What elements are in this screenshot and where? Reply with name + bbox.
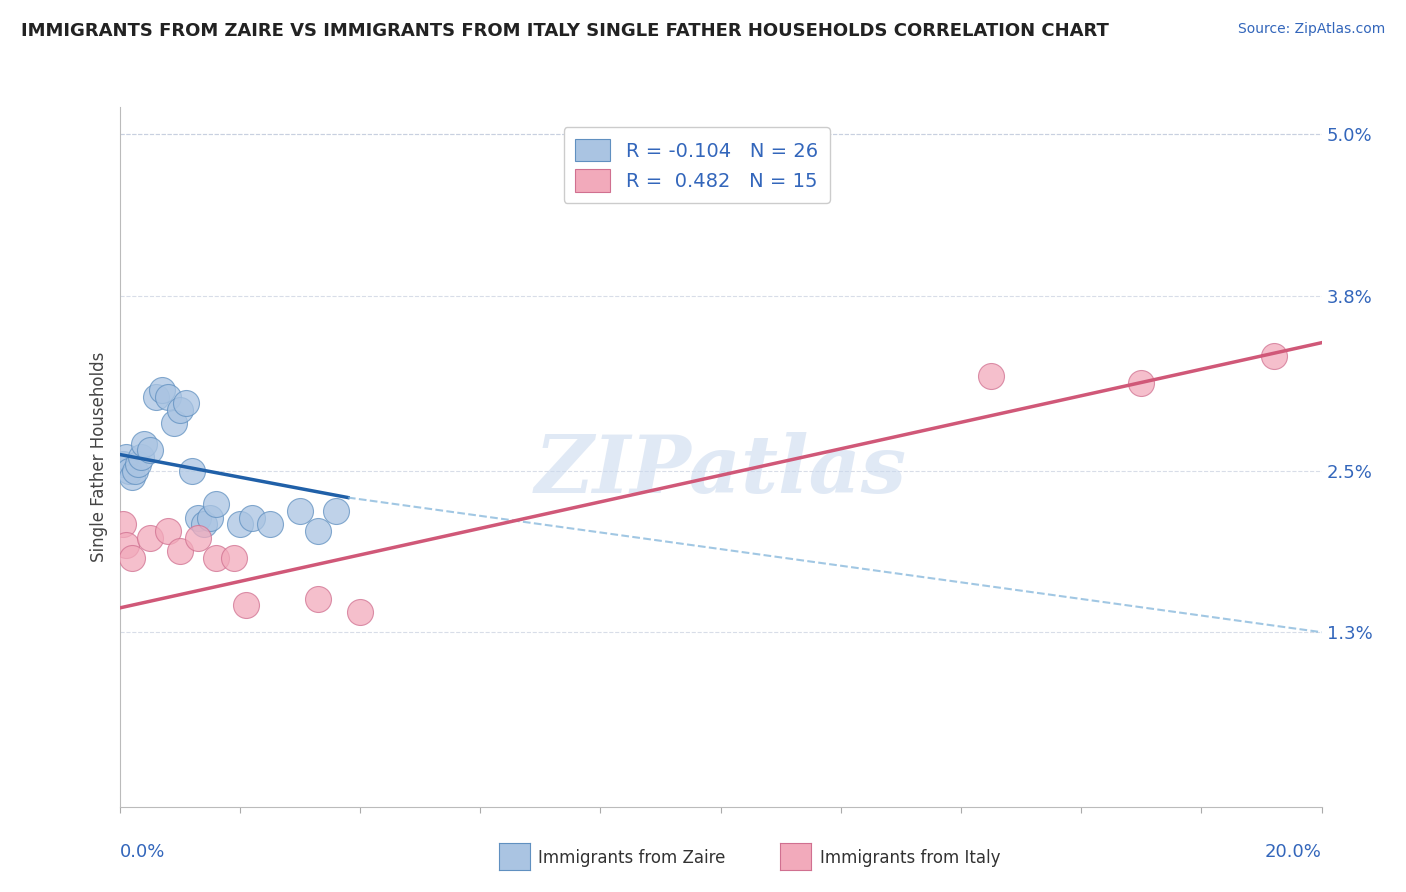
Text: 0.0%: 0.0% — [120, 843, 165, 861]
Point — [187, 510, 209, 524]
Text: Immigrants from Italy: Immigrants from Italy — [820, 849, 1000, 867]
Point — [162, 417, 184, 431]
Point — [121, 470, 143, 484]
Point — [114, 450, 136, 464]
Point — [145, 390, 167, 404]
Point — [169, 403, 191, 417]
Point — [228, 517, 252, 532]
Point — [180, 464, 202, 478]
Point — [288, 504, 311, 518]
Point — [349, 605, 371, 619]
Text: Immigrants from Zaire: Immigrants from Zaire — [538, 849, 725, 867]
Point — [198, 510, 221, 524]
Point — [150, 383, 173, 397]
Point — [169, 544, 191, 558]
Point — [235, 599, 257, 613]
Point — [259, 517, 281, 532]
Point — [240, 510, 263, 524]
Point — [124, 464, 146, 478]
Point — [187, 531, 209, 545]
Point — [325, 504, 347, 518]
Point — [1263, 349, 1285, 363]
Point — [204, 497, 226, 511]
Text: Source: ZipAtlas.com: Source: ZipAtlas.com — [1237, 22, 1385, 37]
Point — [222, 551, 245, 566]
Point — [111, 457, 134, 471]
Point — [307, 524, 329, 539]
Point — [307, 591, 329, 606]
Point — [127, 457, 149, 471]
Text: ZIPatlas: ZIPatlas — [534, 433, 907, 510]
Point — [1130, 376, 1153, 390]
Point — [129, 450, 152, 464]
Point — [111, 517, 134, 532]
Text: IMMIGRANTS FROM ZAIRE VS IMMIGRANTS FROM ITALY SINGLE FATHER HOUSEHOLDS CORRELAT: IMMIGRANTS FROM ZAIRE VS IMMIGRANTS FROM… — [21, 22, 1109, 40]
Point — [138, 531, 160, 545]
Point — [174, 396, 197, 410]
Point — [193, 517, 215, 532]
Y-axis label: Single Father Households: Single Father Households — [90, 352, 108, 562]
Point — [156, 390, 179, 404]
Point — [156, 524, 179, 539]
Point — [204, 551, 226, 566]
Point — [138, 443, 160, 458]
Point — [980, 369, 1002, 384]
Point — [121, 551, 143, 566]
Point — [114, 538, 136, 552]
Point — [117, 464, 139, 478]
Point — [132, 436, 155, 450]
Legend: R = -0.104   N = 26, R =  0.482   N = 15: R = -0.104 N = 26, R = 0.482 N = 15 — [564, 128, 830, 203]
Text: 20.0%: 20.0% — [1265, 843, 1322, 861]
